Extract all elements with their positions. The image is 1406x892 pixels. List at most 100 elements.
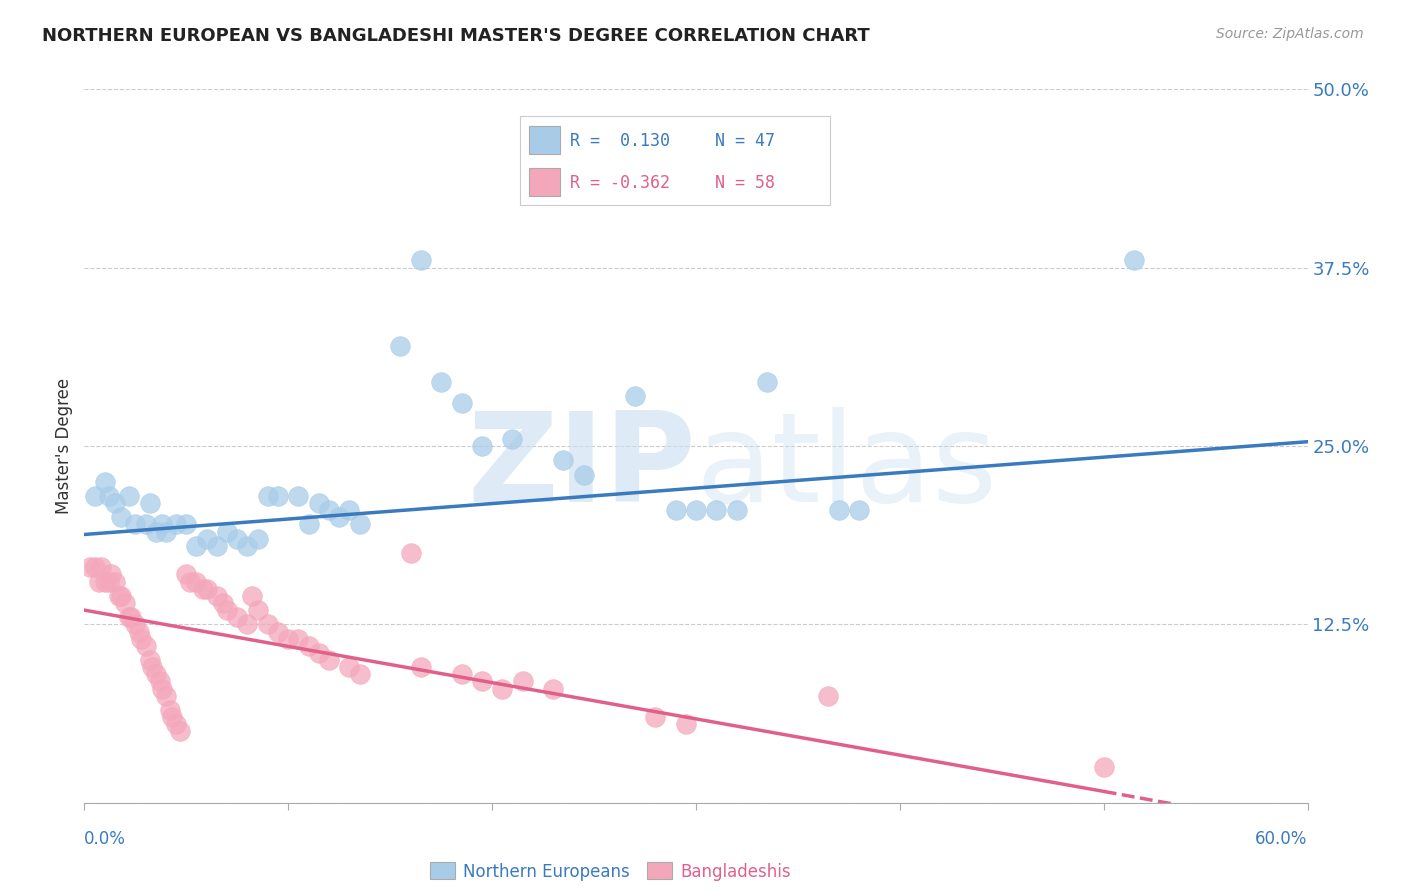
Text: N = 58: N = 58 — [716, 174, 775, 192]
Point — [349, 517, 371, 532]
Point — [83, 560, 105, 574]
Point — [704, 503, 728, 517]
Point — [328, 510, 350, 524]
Point — [491, 681, 513, 696]
Point — [236, 617, 259, 632]
Point — [1123, 253, 1146, 268]
Point — [543, 681, 565, 696]
Point — [160, 710, 183, 724]
Point — [186, 539, 208, 553]
Point — [138, 653, 160, 667]
Point — [409, 660, 432, 674]
Point — [339, 503, 360, 517]
Text: 0.0%: 0.0% — [84, 830, 127, 847]
Point — [624, 389, 647, 403]
Point — [389, 339, 412, 353]
Point — [553, 453, 575, 467]
Point — [572, 467, 595, 482]
Text: NORTHERN EUROPEAN VS BANGLADESHI MASTER'S DEGREE CORRELATION CHART: NORTHERN EUROPEAN VS BANGLADESHI MASTER'… — [42, 27, 870, 45]
Point — [205, 539, 228, 553]
Point — [145, 667, 167, 681]
Point — [195, 532, 218, 546]
Point — [226, 532, 249, 546]
Point — [131, 632, 153, 646]
Point — [240, 589, 263, 603]
Point — [827, 503, 849, 517]
Point — [501, 432, 523, 446]
Point — [90, 560, 112, 574]
Point — [399, 546, 422, 560]
Point — [165, 517, 187, 532]
Point — [138, 496, 160, 510]
Point — [450, 396, 472, 410]
Point — [110, 510, 132, 524]
Text: ZIP: ZIP — [467, 407, 696, 528]
Point — [174, 517, 197, 532]
Bar — [530, 168, 561, 196]
Point — [205, 589, 228, 603]
Point — [664, 503, 686, 517]
Point — [150, 517, 173, 532]
Point — [159, 703, 181, 717]
Point — [110, 589, 132, 603]
Point — [124, 617, 146, 632]
Point — [298, 639, 321, 653]
Point — [430, 375, 453, 389]
Point — [725, 503, 748, 517]
Point — [179, 574, 201, 589]
Point — [277, 632, 299, 646]
Point — [191, 582, 214, 596]
Point — [87, 574, 110, 589]
Y-axis label: Master's Degree: Master's Degree — [55, 378, 73, 514]
Point — [118, 489, 141, 503]
Point — [97, 489, 120, 503]
Point — [675, 717, 697, 731]
Point — [236, 539, 259, 553]
Point — [155, 689, 177, 703]
Point — [298, 517, 321, 532]
Point — [83, 489, 105, 503]
Text: Source: ZipAtlas.com: Source: ZipAtlas.com — [1216, 27, 1364, 41]
Point — [409, 253, 432, 268]
Point — [644, 710, 666, 724]
Point — [217, 524, 239, 539]
Text: R = -0.362: R = -0.362 — [569, 174, 669, 192]
Point — [118, 610, 141, 624]
Point — [756, 375, 779, 389]
Point — [267, 489, 290, 503]
Point — [135, 517, 157, 532]
Point — [246, 603, 269, 617]
Point — [79, 560, 101, 574]
Point — [471, 674, 494, 689]
Point — [145, 524, 167, 539]
Point — [318, 503, 340, 517]
Point — [120, 610, 142, 624]
Point — [1092, 760, 1115, 774]
Point — [246, 532, 269, 546]
Point — [93, 475, 115, 489]
Point — [450, 667, 472, 681]
Text: N = 47: N = 47 — [716, 132, 775, 150]
Point — [186, 574, 208, 589]
Point — [817, 689, 839, 703]
Point — [150, 681, 173, 696]
Point — [287, 632, 309, 646]
Point — [349, 667, 371, 681]
Point — [308, 646, 330, 660]
Text: atlas: atlas — [696, 407, 998, 528]
Point — [169, 724, 191, 739]
Point — [471, 439, 494, 453]
Text: R =  0.130: R = 0.130 — [569, 132, 669, 150]
Point — [308, 496, 330, 510]
Point — [135, 639, 157, 653]
Point — [339, 660, 360, 674]
Point — [318, 653, 340, 667]
Point — [257, 617, 280, 632]
Point — [141, 660, 163, 674]
Point — [128, 624, 150, 639]
Point — [104, 496, 127, 510]
Point — [848, 503, 870, 517]
Point — [155, 524, 177, 539]
Text: 60.0%: 60.0% — [1256, 830, 1308, 847]
Point — [287, 489, 309, 503]
